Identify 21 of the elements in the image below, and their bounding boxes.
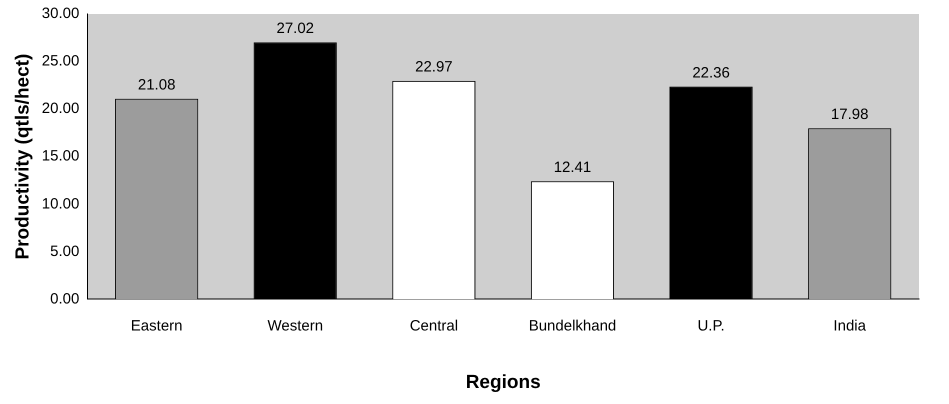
x-tick-label: Western xyxy=(267,317,324,334)
y-tick-label: 5.00 xyxy=(50,242,80,260)
y-axis-title: Productivity (qtls/hect) xyxy=(12,54,34,260)
data-label: 17.98 xyxy=(830,106,868,123)
x-tick-label: Bundelkhand xyxy=(528,317,616,334)
y-tick-label: 15.00 xyxy=(42,148,80,165)
data-label: 12.41 xyxy=(554,158,592,176)
x-tick-label: India xyxy=(833,317,867,334)
x-tick-label: Central xyxy=(410,317,458,334)
x-tick-label: U.P. xyxy=(697,317,725,334)
x-axis-title: Regions xyxy=(466,372,541,393)
y-tick-label: 30.00 xyxy=(42,5,80,22)
data-label: 21.08 xyxy=(138,76,176,94)
y-tick-label: 25.00 xyxy=(42,52,80,70)
data-label: 22.36 xyxy=(692,64,730,82)
data-label: 27.02 xyxy=(276,20,314,37)
x-tick-label: Eastern xyxy=(130,317,182,334)
y-tick-label: 20.00 xyxy=(42,100,80,118)
y-tick-label: 0.00 xyxy=(50,290,80,308)
data-label: 22.97 xyxy=(415,58,453,76)
y-tick-label: 10.00 xyxy=(42,195,80,212)
